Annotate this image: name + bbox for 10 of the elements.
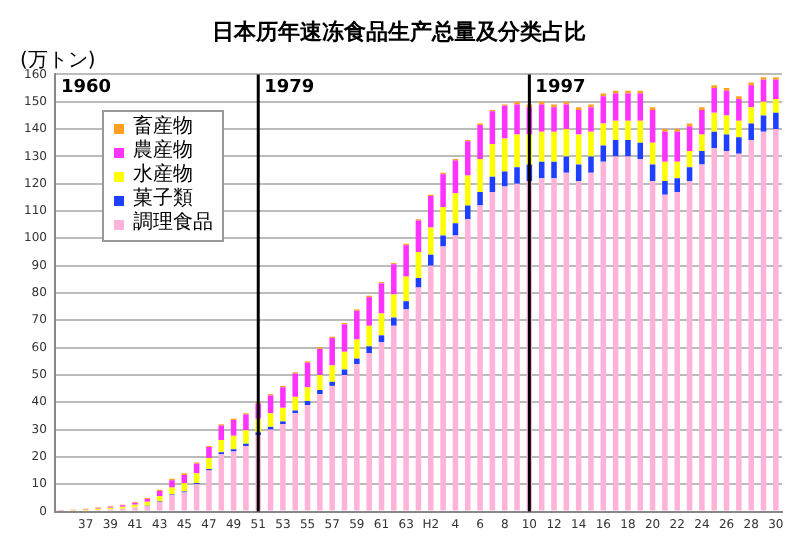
y-axis-title: (万トン) xyxy=(20,49,96,72)
ref-line-label: 1979 xyxy=(264,78,315,99)
legend-label: 調理食品 xyxy=(132,212,213,237)
chart-title: 日本历年速冻食品生产总量及分类占比 xyxy=(212,18,586,45)
legend-label: 水産物 xyxy=(132,164,193,187)
ref-line-label: 1997 xyxy=(535,78,586,99)
annotation: 1960 xyxy=(60,78,112,99)
legend-label: 畜産物 xyxy=(132,116,193,139)
legend-label: 菓子類 xyxy=(132,188,193,211)
legend-label: 農産物 xyxy=(132,140,193,163)
